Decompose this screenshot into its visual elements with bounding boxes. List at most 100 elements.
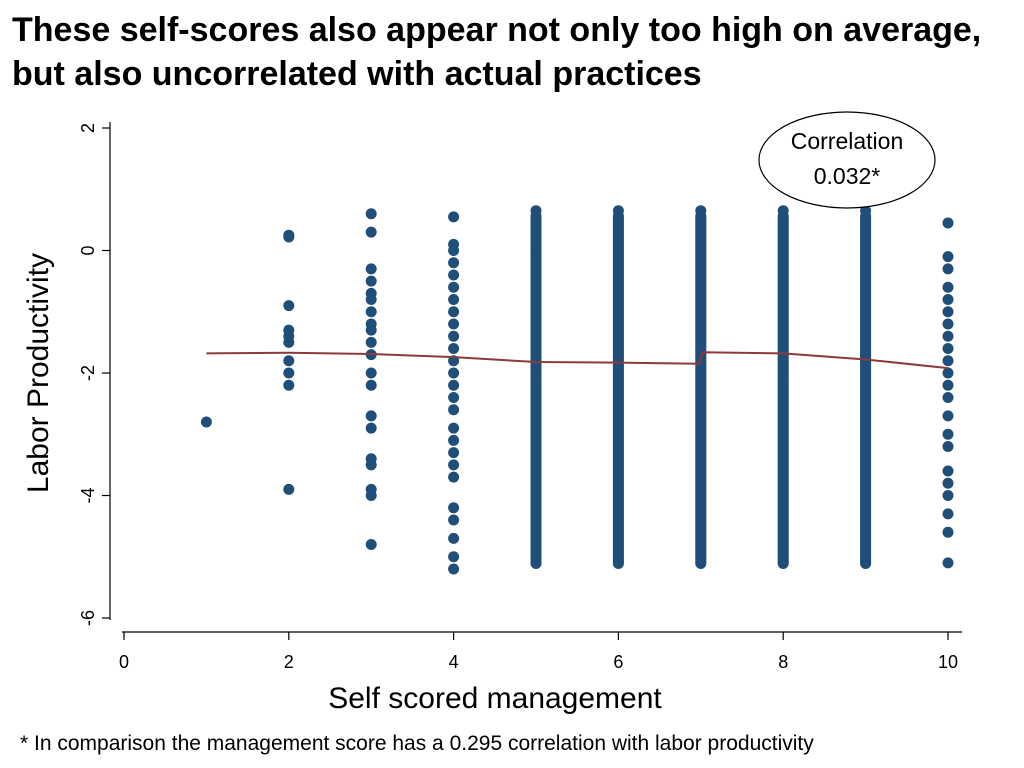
data-point (612, 501, 624, 513)
data-point (530, 317, 542, 329)
data-point (365, 226, 377, 238)
data-point (612, 461, 624, 473)
data-point (612, 333, 624, 345)
x-tick-label-0: 0 (119, 652, 129, 672)
data-point (448, 422, 460, 434)
data-point (448, 471, 460, 483)
data-point (448, 404, 460, 416)
data-point (530, 421, 542, 433)
data-point (448, 532, 460, 544)
data-point (695, 301, 707, 313)
data-point (777, 245, 789, 257)
data-point (777, 301, 789, 313)
data-point (860, 373, 872, 385)
data-point (695, 557, 707, 569)
data-point (695, 309, 707, 321)
annotation-ellipse (758, 111, 936, 209)
data-point (860, 525, 872, 537)
data-point (942, 294, 954, 305)
data-point (612, 213, 624, 225)
data-point (777, 205, 789, 217)
x-tick-label-8: 8 (778, 652, 788, 672)
data-point (365, 306, 377, 318)
data-point (777, 229, 789, 241)
data-point (365, 539, 377, 550)
data-point (365, 294, 377, 305)
x-tick-label-10: 10 (938, 652, 958, 672)
data-point (365, 275, 377, 287)
data-point (612, 365, 624, 377)
data-point (530, 373, 542, 385)
data-point (530, 333, 542, 345)
data-point (448, 434, 460, 446)
data-point (860, 397, 872, 409)
data-point (365, 410, 377, 422)
data-point (777, 549, 789, 561)
data-point (777, 293, 789, 305)
data-point (448, 294, 460, 305)
data-point (777, 213, 789, 225)
data-point (942, 330, 954, 342)
data-point (942, 355, 954, 367)
data-point (942, 392, 954, 403)
data-point (530, 533, 542, 545)
data-point (942, 490, 954, 501)
fit-line (206, 351, 949, 370)
data-point (860, 245, 872, 257)
data-point (860, 285, 872, 297)
data-point (777, 557, 789, 569)
data-point (695, 437, 707, 449)
data-point (860, 261, 872, 273)
data-point (283, 336, 295, 348)
data-point (612, 253, 624, 265)
data-point (860, 541, 872, 553)
data-point (777, 397, 789, 409)
data-point (777, 477, 789, 489)
data-point (612, 349, 624, 361)
data-point (612, 557, 624, 569)
data-point (530, 229, 542, 241)
data-point (860, 301, 872, 313)
data-point (695, 357, 707, 369)
data-point (530, 301, 542, 313)
data-point (530, 517, 542, 529)
data-point (695, 517, 707, 529)
y-tick-label--6: -6 (78, 610, 98, 626)
data-point (530, 493, 542, 505)
data-point (612, 485, 624, 497)
data-point (695, 477, 707, 489)
data-point (530, 445, 542, 457)
y-tick-label--2: -2 (78, 365, 98, 381)
y-tick-label-0: 0 (78, 245, 98, 255)
data-point (365, 379, 377, 391)
data-point (612, 389, 624, 401)
data-point (860, 477, 872, 489)
data-point (283, 379, 295, 391)
data-point (612, 477, 624, 489)
data-point (612, 413, 624, 425)
correlation-annotation: Correlation 0.032* (758, 111, 936, 209)
data-point (530, 381, 542, 393)
data-point (942, 557, 954, 569)
x-tick-label-4: 4 (449, 652, 459, 672)
data-point (695, 429, 707, 441)
data-point (283, 367, 295, 379)
data-point (695, 389, 707, 401)
data-point (612, 445, 624, 457)
data-point (612, 421, 624, 433)
data-point (612, 397, 624, 409)
y-axis-title: Labor Productivity (22, 253, 55, 493)
data-point (530, 437, 542, 449)
data-point (860, 469, 872, 481)
data-point (530, 285, 542, 297)
data-point (777, 445, 789, 457)
data-point (860, 501, 872, 513)
data-point (530, 237, 542, 249)
data-point (530, 397, 542, 409)
data-point (777, 357, 789, 369)
data-point (860, 405, 872, 417)
data-point (777, 285, 789, 297)
data-point (860, 421, 872, 433)
data-point (695, 413, 707, 425)
data-point (695, 381, 707, 393)
